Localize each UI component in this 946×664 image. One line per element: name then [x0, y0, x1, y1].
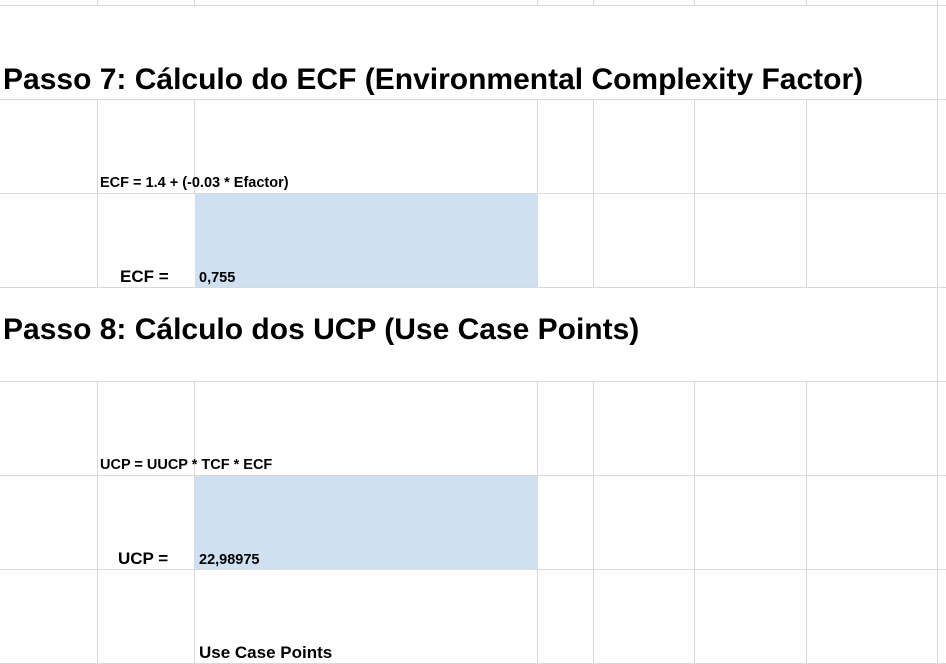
gridline	[97, 99, 98, 287]
use-case-points-caption: Use Case Points	[199, 643, 333, 662]
gridline	[937, 0, 938, 664]
gridline	[194, 99, 195, 194]
gridline	[694, 0, 695, 5]
gridline	[194, 381, 195, 664]
ucp-result-cell[interactable]	[195, 476, 537, 569]
gridline	[694, 381, 695, 664]
ecf-result-cell[interactable]	[195, 194, 537, 287]
step8-heading: Passo 8: Cálculo dos UCP (Use Case Point…	[3, 312, 640, 348]
ecf-label: ECF =	[120, 267, 169, 286]
gridline	[806, 0, 807, 5]
ucp-label: UCP =	[118, 549, 169, 568]
gridline	[694, 99, 695, 287]
gridline	[593, 381, 594, 664]
gridline	[0, 475, 946, 476]
gridline	[537, 0, 538, 5]
ucp-value[interactable]: 22,98975	[199, 552, 260, 568]
gridline	[0, 193, 946, 194]
gridline	[593, 99, 594, 287]
gridline	[0, 569, 946, 570]
gridline	[0, 287, 946, 288]
gridline	[537, 99, 538, 287]
step7-heading: Passo 7: Cálculo do ECF (Environmental C…	[3, 62, 864, 98]
ucp-formula[interactable]: UCP = UUCP * TCF * ECF	[100, 457, 273, 473]
gridline	[0, 381, 946, 382]
gridline	[806, 381, 807, 664]
gridline	[0, 5, 946, 6]
gridline	[537, 381, 538, 664]
gridline	[806, 99, 807, 287]
ecf-value[interactable]: 0,755	[199, 270, 236, 286]
ecf-formula[interactable]: ECF = 1.4 + (-0.03 * Efactor)	[100, 175, 289, 191]
gridline	[0, 99, 946, 100]
gridline	[97, 381, 98, 664]
gridline	[194, 0, 195, 5]
gridline	[593, 0, 594, 5]
gridline	[97, 0, 98, 5]
